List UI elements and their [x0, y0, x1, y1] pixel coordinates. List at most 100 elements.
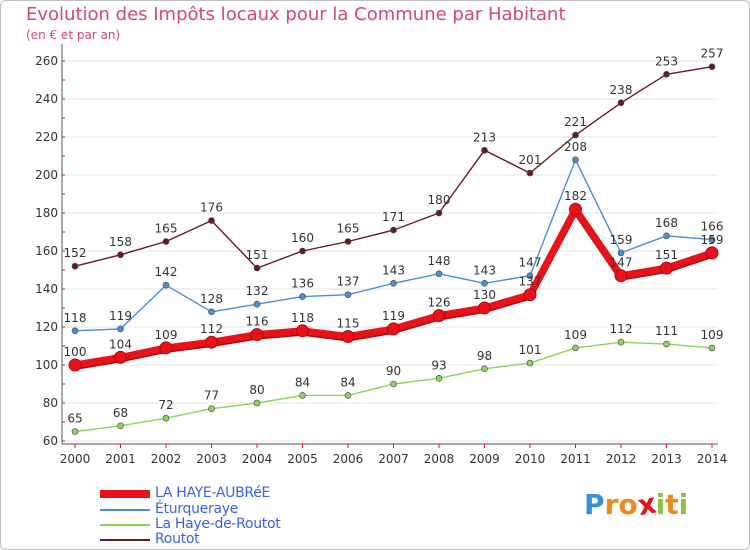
data-point	[478, 301, 491, 315]
data-label: 109	[155, 328, 178, 342]
x-tick-label: 2008	[424, 452, 455, 466]
data-point	[481, 147, 488, 154]
data-point	[71, 327, 79, 335]
data-label: 68	[113, 406, 128, 420]
data-point	[663, 232, 670, 240]
logo-letter: o	[618, 488, 638, 521]
data-point	[435, 209, 443, 217]
data-point	[390, 226, 397, 234]
data-label: 151	[655, 248, 678, 262]
data-point	[117, 251, 124, 259]
y-tick-label: 240	[35, 92, 58, 106]
data-point	[71, 428, 79, 435]
y-tick-label: 180	[35, 206, 58, 220]
logo-letter: r	[604, 488, 619, 521]
legend-swatch	[100, 524, 150, 526]
data-point	[617, 249, 625, 257]
data-point	[432, 309, 446, 323]
data-label: 72	[158, 398, 173, 412]
data-point	[617, 338, 625, 346]
data-point	[572, 344, 579, 352]
data-point	[572, 131, 579, 139]
x-tick-label: 2003	[196, 452, 227, 466]
data-label: 165	[155, 222, 178, 236]
data-label: 143	[382, 263, 405, 277]
data-label: 143	[473, 263, 496, 277]
data-label: 148	[428, 254, 451, 268]
data-label: 158	[109, 235, 132, 249]
x-tick-label: 2013	[651, 452, 682, 466]
chart-subtitle: (en € et par an)	[26, 28, 121, 42]
y-tick-label: 220	[35, 130, 58, 144]
x-tick-label: 2002	[151, 452, 182, 466]
data-label: 136	[291, 277, 314, 291]
legend-label: La Haye-de-Routot	[155, 516, 281, 532]
data-label: 118	[64, 311, 87, 325]
data-label: 101	[519, 343, 542, 357]
y-tick-label: 100	[35, 358, 58, 372]
data-label: 84	[340, 375, 355, 389]
data-label: 128	[200, 292, 223, 306]
data-point	[299, 392, 306, 399]
data-label: 152	[64, 246, 87, 260]
data-label: 104	[109, 337, 132, 351]
y-tick-label: 260	[35, 54, 58, 68]
data-label: 213	[473, 130, 496, 144]
data-point	[299, 293, 306, 300]
data-point	[117, 325, 124, 333]
chart-title: Evolution des Impôts locaux pour la Comm…	[26, 4, 566, 25]
data-label: 119	[109, 309, 132, 323]
data-point	[344, 238, 352, 245]
y-tick-label: 200	[35, 168, 58, 182]
y-tick-label: 160	[35, 244, 58, 258]
data-point	[663, 340, 670, 348]
data-point	[526, 359, 534, 367]
data-point	[435, 374, 443, 382]
data-point	[569, 202, 582, 216]
data-point	[296, 324, 309, 338]
x-tick-label: 2011	[560, 452, 591, 466]
data-label: 116	[246, 315, 269, 329]
x-tick-label: 2001	[105, 452, 136, 466]
data-label: 109	[701, 328, 724, 342]
data-point	[208, 308, 215, 316]
data-label: 253	[655, 54, 678, 68]
data-label: 90	[386, 364, 401, 378]
data-label: 115	[337, 317, 360, 331]
data-label: 77	[204, 389, 219, 403]
legend-label: Routot	[155, 531, 200, 547]
x-tick-label: 2012	[606, 452, 637, 466]
data-label: 166	[701, 220, 724, 234]
data-point	[205, 335, 218, 349]
data-point	[481, 365, 488, 373]
data-label: 160	[291, 231, 314, 245]
x-tick-label: 2014	[697, 452, 728, 466]
data-label: 132	[246, 284, 269, 298]
plot-area	[62, 44, 718, 444]
data-label: 159	[610, 233, 633, 247]
data-point	[253, 399, 261, 407]
data-point	[71, 262, 79, 270]
data-label: 147	[519, 256, 542, 270]
data-point	[526, 272, 534, 280]
data-label: 221	[564, 115, 587, 129]
y-tick-label: 120	[35, 320, 58, 334]
data-point	[253, 264, 261, 272]
data-label: 119	[382, 309, 405, 323]
data-point	[708, 344, 716, 352]
data-point	[660, 261, 673, 275]
x-tick-label: 2000	[60, 452, 91, 466]
data-point	[617, 99, 625, 107]
data-label: 98	[477, 349, 492, 363]
data-point	[117, 422, 124, 430]
data-label: 201	[519, 153, 542, 167]
x-tick-label: 2007	[378, 452, 409, 466]
data-point	[114, 350, 127, 364]
data-label: 80	[249, 383, 264, 397]
data-point	[526, 169, 534, 177]
data-label: 147	[610, 256, 633, 270]
data-point	[162, 281, 170, 289]
data-label: 171	[382, 210, 405, 224]
x-tick-label: 2004	[242, 452, 273, 466]
data-point	[705, 246, 719, 260]
